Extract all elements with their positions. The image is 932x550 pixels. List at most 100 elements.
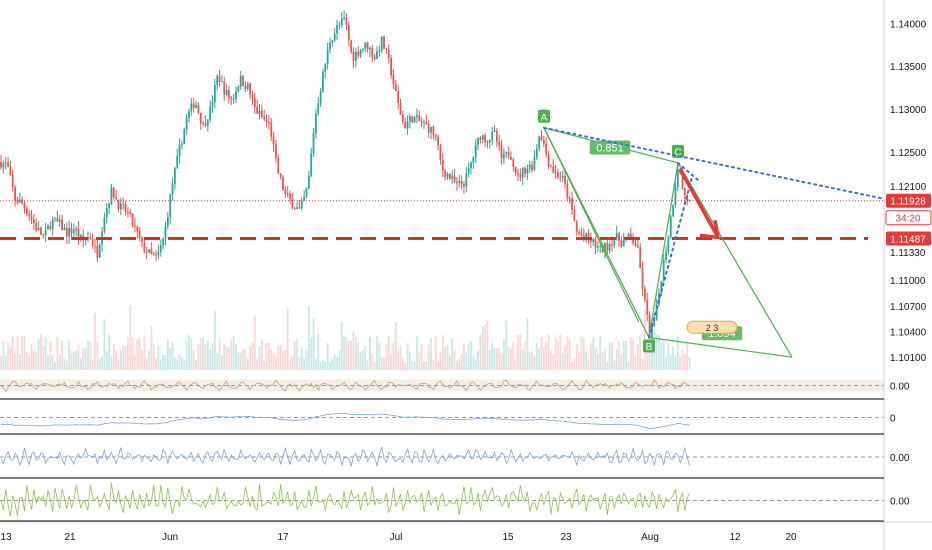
candle[interactable]: [488, 139, 491, 143]
candle[interactable]: [286, 193, 289, 195]
candle[interactable]: [319, 91, 322, 104]
candle[interactable]: [124, 204, 127, 212]
candle[interactable]: [159, 245, 162, 253]
candle[interactable]: [213, 85, 216, 102]
candle[interactable]: [672, 205, 674, 217]
candle[interactable]: [401, 114, 404, 122]
candle[interactable]: [115, 197, 118, 200]
candle[interactable]: [629, 233, 632, 237]
candle[interactable]: [425, 121, 428, 124]
candle[interactable]: [589, 238, 592, 243]
candle[interactable]: [263, 117, 266, 120]
candle[interactable]: [644, 288, 646, 300]
candle[interactable]: [211, 101, 214, 107]
candle[interactable]: [526, 168, 529, 174]
candle[interactable]: [512, 159, 515, 168]
candle[interactable]: [406, 121, 409, 129]
candle[interactable]: [575, 221, 578, 232]
candle[interactable]: [103, 217, 106, 232]
candle[interactable]: [364, 42, 367, 49]
candle[interactable]: [141, 237, 143, 243]
candle[interactable]: [42, 234, 45, 236]
candle[interactable]: [561, 176, 564, 178]
candle[interactable]: [181, 143, 183, 145]
candle[interactable]: [209, 106, 212, 121]
candle[interactable]: [47, 226, 49, 230]
candle[interactable]: [61, 219, 63, 231]
candle[interactable]: [28, 214, 31, 217]
candle[interactable]: [232, 98, 235, 100]
indicator-line[interactable]: [0, 482, 690, 517]
candle[interactable]: [387, 49, 390, 58]
candle[interactable]: [343, 17, 345, 19]
candle[interactable]: [129, 211, 132, 214]
candle[interactable]: [662, 259, 665, 282]
candle[interactable]: [505, 152, 508, 154]
candle[interactable]: [538, 136, 541, 149]
candle[interactable]: [108, 204, 110, 208]
candle[interactable]: [434, 134, 437, 137]
candle[interactable]: [646, 299, 649, 315]
candle[interactable]: [221, 81, 223, 83]
candle[interactable]: [587, 233, 590, 239]
candle[interactable]: [185, 117, 188, 130]
candle[interactable]: [495, 130, 498, 142]
candle[interactable]: [260, 110, 263, 118]
candle[interactable]: [636, 245, 639, 248]
candle[interactable]: [479, 137, 482, 140]
candle[interactable]: [665, 251, 667, 260]
candle[interactable]: [597, 246, 599, 248]
candle[interactable]: [58, 219, 61, 222]
candle[interactable]: [44, 229, 47, 236]
candle[interactable]: [521, 168, 524, 178]
candle[interactable]: [63, 227, 66, 231]
candle[interactable]: [542, 140, 545, 144]
candle[interactable]: [16, 200, 19, 203]
candle[interactable]: [89, 237, 92, 239]
target-arrow[interactable]: [678, 168, 721, 240]
candle[interactable]: [510, 156, 512, 160]
candle[interactable]: [411, 116, 414, 123]
candle[interactable]: [21, 199, 24, 204]
candle[interactable]: [573, 209, 576, 222]
candle[interactable]: [611, 243, 613, 246]
candle[interactable]: [244, 86, 247, 90]
candle[interactable]: [251, 94, 254, 99]
candle[interactable]: [347, 24, 350, 41]
candle[interactable]: [592, 239, 595, 243]
time-axis[interactable]: 13 21 Jun 17 Jul 15 23 Aug 12 20: [0, 532, 797, 543]
candle[interactable]: [324, 64, 327, 72]
candle[interactable]: [40, 227, 42, 235]
candle[interactable]: [566, 183, 569, 198]
candle[interactable]: [345, 17, 348, 25]
candle[interactable]: [653, 319, 656, 326]
candle[interactable]: [458, 181, 461, 184]
candle[interactable]: [270, 122, 273, 137]
candle[interactable]: [423, 121, 425, 123]
point-marker-b[interactable]: [643, 339, 655, 353]
candle[interactable]: [528, 164, 531, 169]
candle[interactable]: [199, 112, 202, 124]
candle[interactable]: [416, 115, 418, 118]
candle[interactable]: [622, 239, 625, 247]
candle[interactable]: [307, 175, 310, 189]
candle[interactable]: [131, 213, 134, 226]
candle[interactable]: [651, 325, 653, 338]
candle[interactable]: [176, 156, 179, 169]
candle[interactable]: [190, 103, 193, 112]
candle[interactable]: [578, 231, 580, 234]
candle[interactable]: [582, 235, 585, 237]
candle[interactable]: [470, 162, 472, 168]
candle[interactable]: [430, 126, 432, 133]
candle[interactable]: [171, 184, 174, 195]
candle[interactable]: [559, 177, 562, 179]
candle[interactable]: [404, 121, 407, 129]
candle[interactable]: [681, 173, 684, 189]
candle[interactable]: [216, 76, 219, 86]
candle[interactable]: [33, 219, 35, 224]
candle[interactable]: [683, 188, 686, 196]
candle[interactable]: [317, 103, 320, 114]
candle[interactable]: [474, 144, 477, 158]
candle[interactable]: [49, 226, 52, 229]
